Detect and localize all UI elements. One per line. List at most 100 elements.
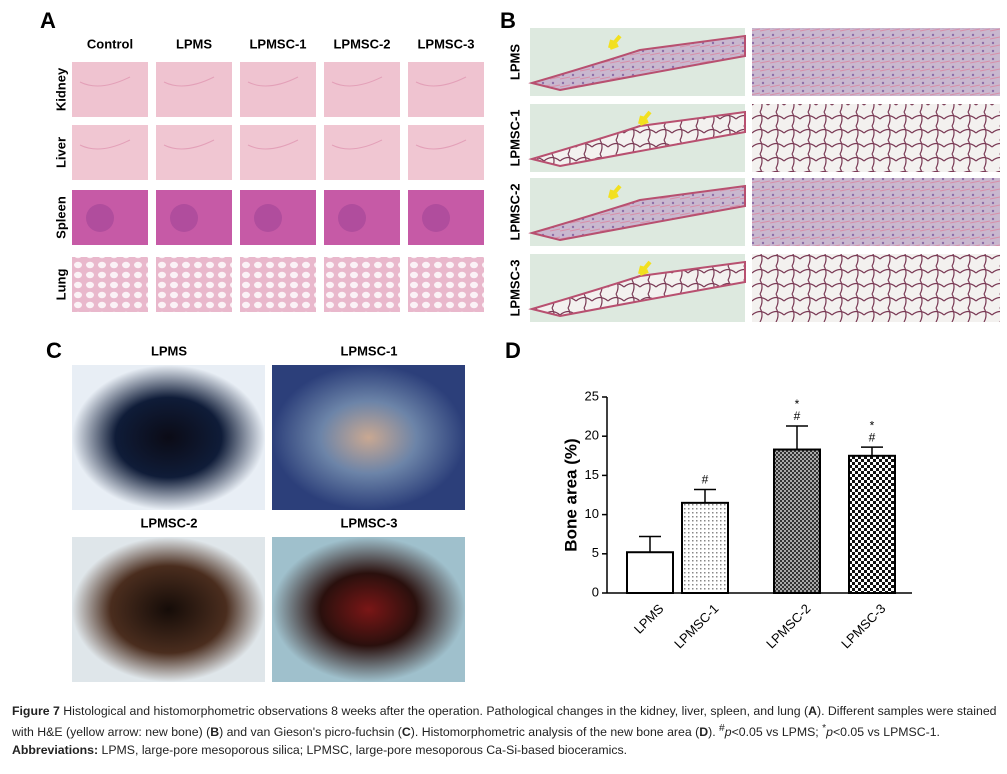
texture bbox=[415, 76, 467, 87]
histology-image bbox=[240, 125, 316, 180]
texture bbox=[338, 204, 366, 232]
stain-image bbox=[72, 537, 265, 682]
caption-part: Histological and histomorphometric obser… bbox=[59, 704, 809, 718]
column-label: LPMS bbox=[176, 36, 212, 51]
texture bbox=[254, 204, 282, 232]
caption-part: * bbox=[822, 723, 827, 734]
texture bbox=[79, 139, 131, 150]
histology-image bbox=[408, 125, 484, 180]
column-label: LPMSC-3 bbox=[417, 36, 474, 51]
histology-image bbox=[156, 125, 232, 180]
row-label: LPMSC-2 bbox=[507, 183, 522, 240]
stain-image bbox=[272, 365, 465, 510]
caption-part: B bbox=[210, 725, 220, 740]
texture bbox=[170, 204, 198, 232]
figure-caption: Figure 7 Histological and histomorphomet… bbox=[12, 702, 1000, 759]
histology-image bbox=[240, 62, 316, 117]
histology-image bbox=[408, 62, 484, 117]
stain-image bbox=[72, 365, 265, 510]
caption-part: # bbox=[719, 723, 725, 734]
bar bbox=[681, 501, 729, 594]
panel-label: B bbox=[500, 8, 516, 33]
stain-image bbox=[272, 537, 465, 682]
column-label: LPMSC-2 bbox=[333, 36, 390, 51]
image-label: LPMSC-3 bbox=[340, 515, 397, 530]
caption-part: D bbox=[699, 725, 709, 740]
abbreviations: Abbreviations: LPMS, large-pore mesoporo… bbox=[12, 741, 1000, 759]
texture bbox=[422, 204, 450, 232]
y-axis-title: Bone area (%) bbox=[561, 438, 580, 551]
arrow bbox=[608, 184, 622, 200]
row-label: LPMSC-3 bbox=[507, 259, 522, 316]
x-tick-label: LPMSC-2 bbox=[763, 601, 813, 651]
significance-mark: # bbox=[702, 473, 709, 487]
caption-text: Figure 7 Histological and histomorphomet… bbox=[12, 702, 1000, 741]
bar bbox=[773, 448, 821, 595]
panel-label: D bbox=[505, 338, 521, 363]
image-label: LPMS bbox=[151, 343, 187, 358]
arrow bbox=[638, 110, 652, 126]
y-tick-label: 25 bbox=[585, 388, 599, 403]
histology-image bbox=[752, 254, 1000, 322]
abbreviation-part: LPMS, large-pore mesoporous silica; LPMS… bbox=[98, 743, 628, 758]
bone-section bbox=[528, 34, 746, 92]
y-tick-label: 20 bbox=[585, 428, 599, 443]
bar bbox=[626, 551, 674, 594]
caption-part: ). bbox=[708, 725, 720, 740]
significance-mark: * bbox=[870, 418, 875, 432]
texture bbox=[163, 76, 215, 87]
histology-image bbox=[752, 28, 1000, 96]
caption-part: ). Histomorphometric analysis of the new… bbox=[410, 725, 700, 740]
histology-image bbox=[72, 125, 148, 180]
row-label: LPMS bbox=[507, 44, 522, 80]
significance-mark: * bbox=[795, 397, 800, 411]
caption-part: <0.05 vs LPMSC-1. bbox=[833, 725, 940, 740]
caption-part: p bbox=[826, 725, 833, 740]
histology-image bbox=[72, 257, 148, 312]
figure: A B C D Control LPMS LPMSC-1 LPMSC-2 LPMSC-3… bbox=[40, 8, 1000, 682]
x-tick-label: LPMSC-3 bbox=[838, 601, 888, 651]
histology-image bbox=[752, 178, 1000, 246]
texture bbox=[247, 76, 299, 87]
bone-section bbox=[528, 260, 746, 318]
arrow bbox=[638, 260, 652, 276]
texture bbox=[331, 139, 383, 150]
column-label: LPMSC-1 bbox=[249, 36, 306, 51]
caption-part: <0.05 vs LPMS; bbox=[731, 725, 823, 740]
texture bbox=[247, 139, 299, 150]
y-tick-label: 0 bbox=[592, 584, 599, 599]
bar bbox=[848, 454, 896, 594]
histology-image bbox=[752, 104, 1000, 172]
histology-image bbox=[324, 125, 400, 180]
caption-part: p bbox=[724, 725, 732, 740]
y-tick-label: 5 bbox=[592, 545, 599, 560]
texture bbox=[331, 76, 383, 87]
caption-part: A bbox=[808, 704, 817, 718]
significance-mark: # bbox=[869, 430, 876, 444]
image-label: LPMSC-2 bbox=[140, 515, 197, 530]
texture bbox=[79, 76, 131, 87]
significance-mark: # bbox=[794, 409, 801, 423]
texture bbox=[86, 204, 114, 232]
image-label: LPMSC-1 bbox=[340, 343, 397, 358]
caption-part: C bbox=[401, 725, 411, 740]
row-label: LPMSC-1 bbox=[507, 109, 522, 166]
histology-image bbox=[324, 257, 400, 312]
x-tick-label: LPMSC-1 bbox=[671, 601, 721, 651]
row-label: Kidney bbox=[53, 67, 68, 111]
texture bbox=[415, 139, 467, 150]
panel-label: C bbox=[46, 338, 62, 363]
column-label: Control bbox=[87, 36, 133, 51]
row-label: Liver bbox=[53, 137, 68, 168]
row-label: Lung bbox=[53, 269, 68, 301]
y-tick-label: 10 bbox=[585, 506, 599, 521]
caption-part: ). Different samples were stained with H… bbox=[12, 704, 997, 740]
panel-label: A bbox=[40, 8, 56, 33]
bone-section bbox=[528, 184, 746, 242]
histology-image bbox=[240, 257, 316, 312]
row-label: Spleen bbox=[53, 196, 68, 239]
arrow bbox=[608, 34, 622, 50]
abbreviation-part: Abbreviations: bbox=[12, 743, 99, 758]
histology-image bbox=[156, 257, 232, 312]
